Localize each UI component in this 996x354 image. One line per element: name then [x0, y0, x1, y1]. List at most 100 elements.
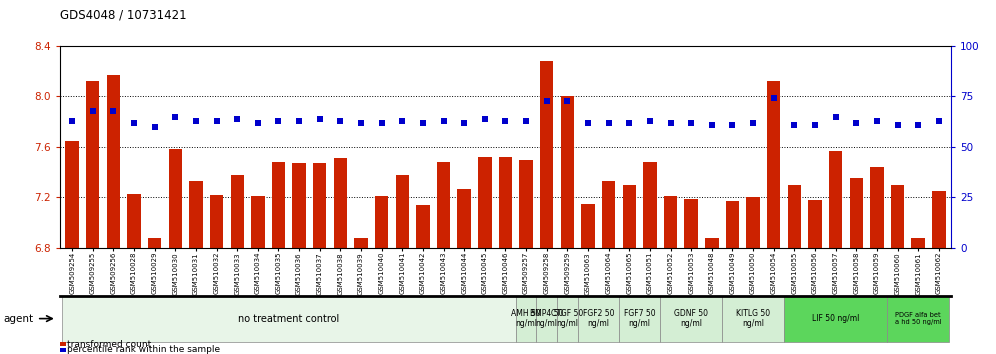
Text: PDGF alfa bet
a hd 50 ng/ml: PDGF alfa bet a hd 50 ng/ml: [894, 312, 941, 325]
Bar: [622, 185, 636, 248]
Point: [333, 118, 349, 124]
Bar: [516, 296, 537, 342]
Bar: [705, 238, 718, 248]
Bar: [887, 296, 949, 342]
Point: [869, 118, 884, 124]
Bar: [746, 197, 760, 248]
Text: CTGF 50
ng/ml: CTGF 50 ng/ml: [551, 309, 584, 328]
Text: percentile rank within the sample: percentile rank within the sample: [67, 345, 220, 354]
Point: [208, 118, 224, 124]
Bar: [557, 296, 578, 342]
Bar: [416, 205, 429, 248]
Bar: [272, 162, 285, 248]
Bar: [334, 158, 347, 248]
Point: [291, 118, 307, 124]
Bar: [578, 296, 619, 342]
Point: [188, 118, 204, 124]
Bar: [519, 160, 533, 248]
Bar: [86, 81, 100, 248]
Point: [394, 118, 410, 124]
Bar: [602, 181, 616, 248]
Point: [353, 120, 369, 126]
Text: GDS4048 / 10731421: GDS4048 / 10731421: [60, 9, 186, 22]
Point: [766, 96, 782, 101]
Bar: [582, 204, 595, 248]
Bar: [62, 296, 516, 342]
Text: agent: agent: [3, 314, 33, 324]
Point: [106, 108, 122, 113]
Point: [683, 120, 699, 126]
Bar: [767, 81, 781, 248]
Text: KITLG 50
ng/ml: KITLG 50 ng/ml: [736, 309, 770, 328]
Bar: [478, 157, 492, 248]
Bar: [437, 162, 450, 248]
Bar: [660, 296, 722, 342]
Point: [807, 122, 823, 127]
Bar: [722, 296, 784, 342]
Bar: [168, 149, 182, 248]
Bar: [726, 201, 739, 248]
Bar: [809, 200, 822, 248]
Point: [849, 120, 865, 126]
Point: [498, 118, 514, 124]
Bar: [850, 178, 863, 248]
Point: [146, 124, 162, 130]
Text: FGF7 50
ng/ml: FGF7 50 ng/ml: [623, 309, 655, 328]
Point: [539, 98, 555, 103]
Bar: [230, 175, 244, 248]
Bar: [932, 191, 945, 248]
Bar: [537, 296, 557, 342]
Bar: [210, 195, 223, 248]
Text: transformed count: transformed count: [67, 339, 151, 349]
Text: FGF2 50
ng/ml: FGF2 50 ng/ml: [583, 309, 615, 328]
Bar: [788, 185, 801, 248]
Bar: [66, 141, 79, 248]
Bar: [148, 238, 161, 248]
Bar: [293, 163, 306, 248]
Bar: [664, 196, 677, 248]
Point: [828, 114, 844, 119]
Point: [787, 122, 803, 127]
Point: [126, 120, 142, 126]
Point: [889, 122, 905, 127]
Bar: [374, 196, 388, 248]
Point: [910, 122, 926, 127]
Point: [229, 116, 245, 121]
Point: [374, 120, 389, 126]
Point: [724, 122, 740, 127]
Bar: [313, 163, 327, 248]
Bar: [784, 296, 887, 342]
Point: [601, 120, 617, 126]
Point: [704, 122, 720, 127]
Point: [560, 98, 576, 103]
Bar: [355, 238, 368, 248]
Bar: [643, 162, 656, 248]
Point: [477, 116, 493, 121]
Bar: [251, 196, 265, 248]
Text: GDNF 50
ng/ml: GDNF 50 ng/ml: [674, 309, 708, 328]
Point: [642, 118, 658, 124]
Text: AMH 50
ng/ml: AMH 50 ng/ml: [511, 309, 541, 328]
Bar: [871, 167, 883, 248]
Bar: [127, 194, 140, 248]
Point: [312, 116, 328, 121]
Point: [518, 118, 534, 124]
Point: [435, 118, 451, 124]
Point: [662, 120, 678, 126]
Bar: [619, 296, 660, 342]
Point: [456, 120, 472, 126]
Text: no treatment control: no treatment control: [238, 314, 340, 324]
Bar: [911, 238, 925, 248]
Bar: [561, 96, 574, 248]
Bar: [890, 185, 904, 248]
Point: [931, 118, 947, 124]
Point: [745, 120, 761, 126]
Point: [622, 120, 637, 126]
Bar: [829, 151, 843, 248]
Text: LIF 50 ng/ml: LIF 50 ng/ml: [812, 314, 860, 323]
Bar: [540, 61, 554, 248]
Point: [580, 120, 596, 126]
Bar: [684, 199, 698, 248]
Bar: [457, 189, 471, 248]
Point: [250, 120, 266, 126]
